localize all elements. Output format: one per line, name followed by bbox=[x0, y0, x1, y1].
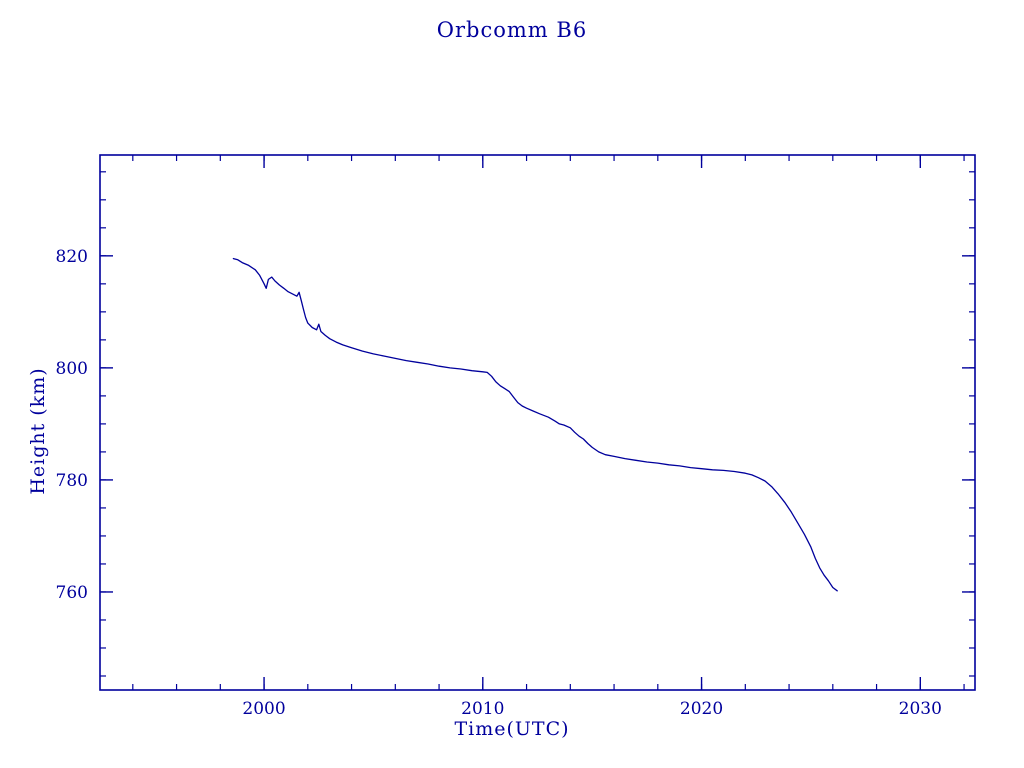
chart-title: Orbcomm B6 bbox=[436, 18, 588, 42]
x-tick-label: 2010 bbox=[461, 699, 504, 719]
x-tick-label: 2030 bbox=[899, 699, 942, 719]
y-axis-label: Height (km) bbox=[27, 367, 49, 495]
y-tick-label: 820 bbox=[56, 247, 88, 267]
x-tick-label: 2020 bbox=[680, 699, 723, 719]
y-tick-label: 780 bbox=[56, 471, 88, 491]
x-tick-label: 2000 bbox=[242, 699, 285, 719]
y-tick-label: 760 bbox=[56, 583, 88, 603]
height-series-line bbox=[232, 257, 838, 592]
y-tick-label: 800 bbox=[56, 359, 88, 379]
plot-frame bbox=[99, 154, 976, 691]
x-axis-label: Time(UTC) bbox=[454, 718, 570, 740]
